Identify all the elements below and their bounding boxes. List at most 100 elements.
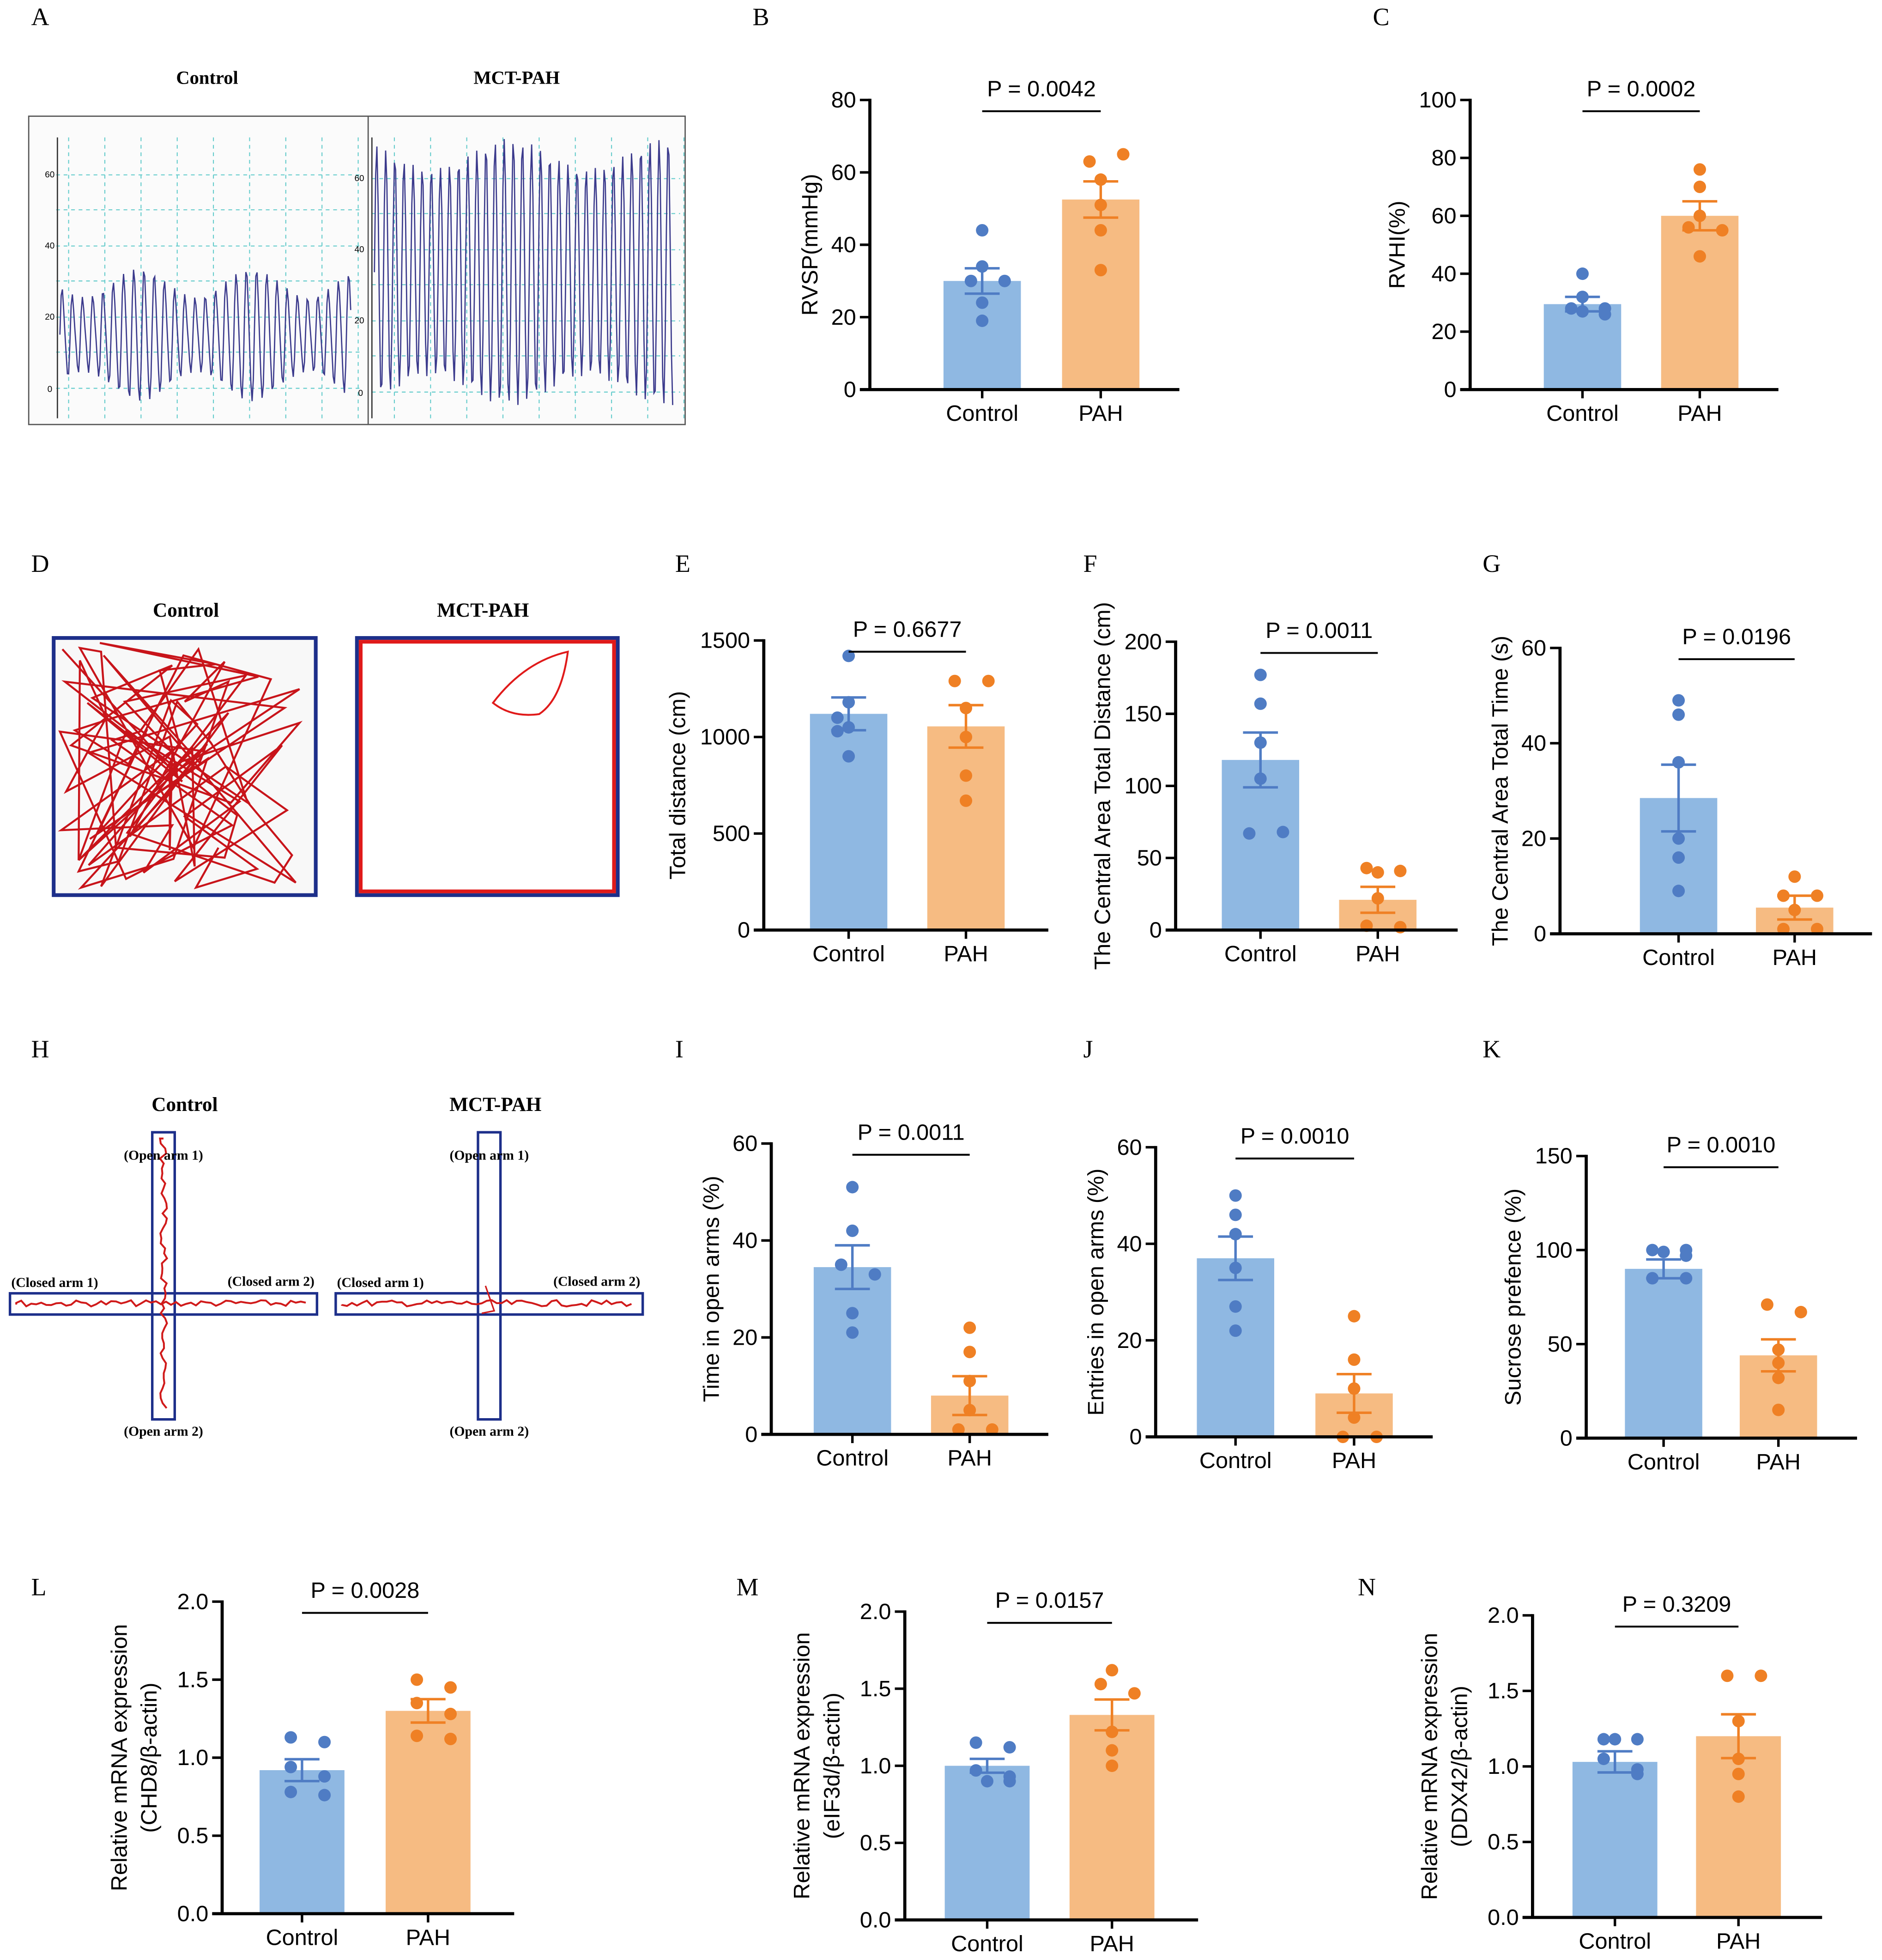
data-point [1360,862,1373,874]
data-point [1693,180,1706,193]
panel-label-E: E [675,550,690,577]
y-axis-label: Time in open arms (%) [699,1176,724,1402]
y-tick-label: 80 [831,88,856,113]
data-point [1772,1343,1785,1356]
chart-n: Control PAH 0.0 0.5 1.0 1.5 2.0 P = 0.3209 (DDX4… [1417,1592,1822,1954]
y-tick-label: 0.0 [860,1908,891,1933]
panel-h-control-title: Control [151,1093,218,1116]
data-point [1094,1678,1107,1691]
chart-g: Control PAH 0 20 40 60 P = 0.0196 The Central A… [1488,625,1872,970]
data-point [318,1770,331,1783]
panel-label-K: K [1483,1035,1501,1063]
y-tick-label: 1500 [700,628,750,653]
x-tick-label: Control [1199,1448,1272,1473]
y-tick-label: 60 [1117,1135,1142,1160]
data-point [1094,199,1107,212]
y-tick-label: 100 [1125,774,1162,799]
chart-i: Control PAH 0 20 40 60 P = 0.0011 Time in open … [699,1120,1048,1471]
y-tick-label: 60 [831,160,856,185]
data-point [1254,736,1267,749]
y-tick-label: 20 [732,1325,757,1350]
data-point [1646,1272,1659,1285]
panel-label-M: M [736,1573,758,1601]
bar-pah [927,726,1005,930]
data-point [969,1736,982,1749]
x-tick-label: PAH [1356,941,1400,966]
y-axis-label: Sucrose prefence (%) [1501,1189,1526,1406]
data-point [284,1785,297,1798]
y-tick-label: 0.5 [860,1831,891,1856]
data-point [1371,866,1384,879]
label-closed-arm-1: (Closed arm 1) [11,1275,98,1290]
y-tick-label: 1.0 [177,1745,209,1770]
data-point [1106,1760,1119,1772]
bar-control [260,1770,345,1914]
data-point [842,750,855,763]
data-point [1348,1310,1361,1323]
y-tick-label: 1.5 [177,1667,209,1692]
bar-pah [385,1711,471,1914]
data-point [284,1731,297,1744]
data-point [1576,291,1589,303]
x-tick-label: Control [951,1931,1023,1956]
data-point [411,1697,424,1710]
data-point [976,224,989,237]
data-point [1721,1669,1734,1682]
panel-label-J: J [1083,1035,1093,1063]
y-tick-label: 1.0 [1488,1754,1519,1779]
y-tick-label: 1.5 [1488,1679,1519,1704]
data-point [1003,1741,1016,1754]
data-point [982,674,995,687]
x-tick-label: Control [1628,1450,1700,1475]
data-point [1693,250,1706,263]
data-point [1229,1324,1242,1337]
y-tick-label: 200 [1125,629,1162,654]
y-tick-label: 40 [831,232,856,257]
bar-control [1572,1762,1658,1918]
x-tick-label: Control [812,941,885,966]
y-tick-label: 0 [745,1422,757,1447]
y-axis-label-2: (eIF3d/β-actin) [819,1693,844,1839]
data-point [963,1375,976,1388]
pah-track-edge [358,640,616,893]
tick: 0 [358,388,363,398]
y-tick-label: 2.0 [177,1589,209,1614]
label-closed-arm-2: (Closed arm 2) [553,1274,640,1289]
data-point [1229,1228,1242,1241]
y-axis-label-2: (CHD8/β-actin) [137,1682,162,1833]
closed-arms-outline [334,1292,644,1316]
panel-h-pah-title: MCT-PAH [449,1093,541,1116]
panel-label-D: D [31,550,49,577]
data-point [986,1423,998,1436]
pah-arena [355,636,620,897]
data-point [1680,1249,1693,1262]
data-point [1772,1356,1785,1369]
y-tick-label: 20 [1521,826,1546,851]
panel-label-G: G [1483,550,1501,577]
data-point [835,1258,847,1271]
x-tick-label: PAH [406,1925,450,1950]
x-tick-label: PAH [1716,1929,1761,1954]
data-point [1348,1353,1361,1366]
data-point [976,296,989,309]
data-point [842,721,855,734]
bar-control [813,1267,891,1435]
data-point [1229,1208,1242,1221]
data-point [1609,1733,1622,1746]
data-point [318,1789,331,1802]
y-tick-label: 0.5 [1488,1830,1519,1855]
data-point [846,1224,859,1237]
data-point [444,1732,457,1745]
p-value: P = 0.3209 [1622,1592,1731,1617]
data-point [976,314,989,327]
y-tick-label: 1.0 [860,1754,891,1778]
y-tick-label: 2.0 [860,1599,891,1624]
tick: 0 [48,385,53,394]
bar-pah [1696,1736,1781,1918]
data-point [411,1729,424,1742]
data-point [1229,1189,1242,1202]
data-point [868,1268,881,1281]
control-pressure-trace [59,269,351,401]
panel-label-C: C [1373,3,1389,30]
y-axis-label: Entries in open arms (%) [1083,1169,1108,1416]
